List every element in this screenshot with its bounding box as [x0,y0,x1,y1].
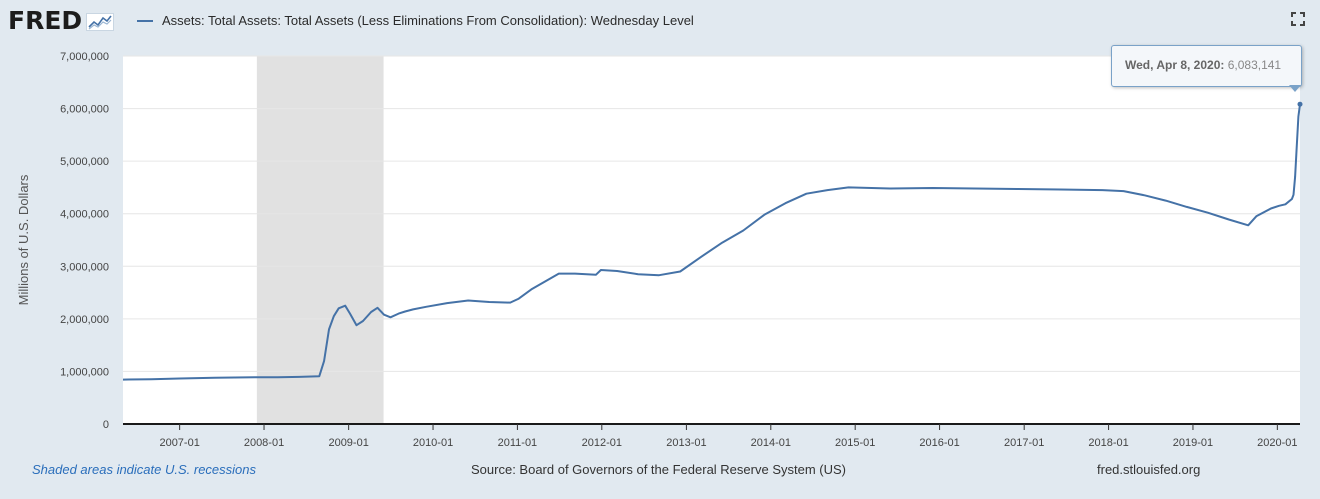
recession-shading [257,56,384,424]
x-tick-label: 2009-01 [328,437,368,449]
x-tick-label: 2007-01 [159,437,199,449]
hover-point[interactable] [1298,102,1303,107]
y-tick-label: 0 [103,419,109,431]
x-tick-label: 2010-01 [413,437,453,449]
tooltip-date: Wed, Apr 8, 2020: [1125,58,1224,72]
x-tick-label: 2017-01 [1004,437,1044,449]
y-tick-label: 2,000,000 [60,314,109,326]
tooltip-value: 6,083,141 [1228,58,1281,72]
x-tick-label: 2012-01 [582,437,622,449]
site-link[interactable]: fred.stlouisfed.org [1097,462,1200,477]
y-axis-title: Millions of U.S. Dollars [16,174,31,305]
x-tick-label: 2013-01 [666,437,706,449]
x-tick-label: 2011-01 [498,437,538,449]
x-tick-label: 2015-01 [835,437,875,449]
y-tick-label: 3,000,000 [60,261,109,273]
data-tooltip: Wed, Apr 8, 2020: 6,083,141 [1111,45,1302,87]
source-note: Source: Board of Governors of the Federa… [471,462,846,477]
y-tick-label: 6,000,000 [60,104,109,116]
tooltip-pointer [1289,85,1301,92]
x-tick-label: 2014-01 [751,437,791,449]
recession-note-link[interactable]: Shaded areas indicate U.S. recessions [32,462,256,477]
y-tick-label: 4,000,000 [60,209,109,221]
x-tick-label: 2020-01 [1257,437,1297,449]
x-tick-label: 2008-01 [244,437,284,449]
y-tick-label: 1,000,000 [60,366,109,378]
x-tick-label: 2018-01 [1088,437,1128,449]
x-tick-label: 2016-01 [919,437,959,449]
y-tick-label: 7,000,000 [60,51,109,63]
x-tick-label: 2019-01 [1173,437,1213,449]
y-tick-label: 5,000,000 [60,156,109,168]
